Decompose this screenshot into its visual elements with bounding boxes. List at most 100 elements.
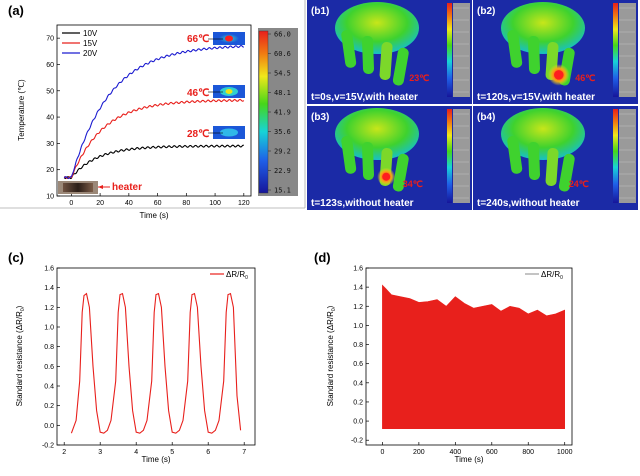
panel-d-label: (d) (314, 250, 331, 265)
resistance-curve (70, 292, 242, 434)
series-line-10v (63, 144, 244, 180)
panel-c-label: (c) (8, 250, 24, 265)
colorbar-label: 48.1 (274, 89, 291, 97)
y-tick-label: 0.2 (44, 403, 54, 410)
y-tick-label: 1.0 (353, 323, 363, 330)
x-tick-label: 20 (96, 200, 104, 207)
x-tick-label: 200 (413, 449, 425, 456)
x-axis: 0 200 400 600 800 1000 (380, 442, 573, 456)
y-axis-label: Standard resistance (ΔR/R0) (15, 305, 26, 406)
y-axis: -0.2 0.0 0.2 0.4 0.6 0.8 1.0 1.2 1.4 1.6 (351, 266, 369, 445)
panel-label: (b4) (477, 112, 495, 123)
y-tick-label: -0.2 (42, 443, 54, 450)
legend-label: ΔR/R0 (226, 270, 248, 281)
signal-area (382, 284, 566, 430)
y-axis: 10 20 30 40 50 60 70 (46, 36, 60, 201)
scale-strip (447, 109, 452, 203)
colorbar-label: 15.1 (274, 187, 291, 195)
y-tick-label: 0.0 (44, 423, 54, 430)
hot-spot-core (554, 70, 564, 80)
colorbar-label: 35.6 (274, 128, 291, 136)
thermal-image-1: 23℃ (b1) t=0s,v=15V,with heater (307, 0, 472, 104)
x-tick-label: 2 (62, 449, 66, 456)
x-tick-label: 120 (238, 200, 250, 207)
thermal-image-4: 24℃ (b4) t=240s,without heater (473, 106, 638, 210)
annotation-heater: heater (112, 182, 142, 193)
y-tick-label: 1.4 (353, 285, 363, 292)
x-tick-label: 1000 (557, 449, 573, 456)
x-axis: 2 3 4 5 6 7 (62, 442, 246, 456)
x-tick-label: 4 (134, 449, 138, 456)
y-tick-label: 40 (46, 115, 54, 122)
legend-label: ΔR/R0 (541, 270, 563, 281)
hand-finger (362, 141, 375, 180)
y-tick-label: 50 (46, 88, 54, 95)
colorbar-label: 66.0 (274, 31, 291, 39)
temperature-label: 24℃ (569, 179, 589, 189)
x-tick-label: 0 (380, 449, 384, 456)
x-tick-label: 5 (170, 449, 174, 456)
heater-photo (58, 181, 98, 194)
scale-strip (447, 3, 452, 97)
scale-strip (613, 3, 618, 97)
legend-20v: 20V (83, 49, 98, 58)
series-line (70, 292, 242, 434)
legend-15v: 15V (83, 39, 98, 48)
scale-strip-panel (453, 3, 470, 97)
heater-arrow-head (98, 185, 103, 189)
temperature-label: 46℃ (575, 73, 595, 83)
hand-finger (392, 47, 409, 86)
x-tick-label: 6 (206, 449, 210, 456)
y-tick-label: 10 (46, 194, 54, 201)
y-tick-label: 1.2 (353, 304, 363, 311)
thermal-thumbnail-28 (213, 126, 245, 139)
x-tick-label: 400 (449, 449, 461, 456)
caption: t=120s,v=15V,with heater (477, 92, 595, 103)
y-tick-label: 0.8 (44, 344, 54, 351)
x-axis-label: Time (s) (141, 455, 170, 464)
y-tick-label: 1.6 (44, 266, 54, 273)
resistance-signal-band (382, 284, 566, 430)
y-tick-label: 1.2 (44, 305, 54, 312)
panel-a-label: (a) (8, 3, 24, 18)
hot-spot-core (382, 172, 391, 181)
thermal-thumbnail-66 (213, 32, 245, 45)
y-tick-label: 0.6 (44, 364, 54, 371)
temperature-label: 23℃ (409, 73, 429, 83)
colorbar-label: 29.2 (274, 148, 291, 156)
thermal-image-3: 34℃ (b3) t=123s,without heater (307, 106, 472, 210)
panel-c-chart: (c) -0.2 0.0 0.2 0.4 0.6 0.8 1.0 1.2 1.4 1.6 2 3 4 5… (8, 250, 256, 464)
hand-finger (545, 147, 559, 186)
plot-frame (365, 267, 573, 446)
x-tick-label: 3 (98, 449, 102, 456)
x-axis-label: Time (s) (454, 455, 483, 464)
x-axis-label: Time (s) (139, 211, 168, 220)
y-tick-label: 30 (46, 141, 54, 148)
hand-palm (335, 108, 419, 160)
series-lines (63, 44, 245, 180)
series-line-20v (63, 44, 244, 180)
panel-label: (b3) (311, 112, 329, 123)
caption: t=240s,without heater (477, 198, 580, 209)
colorbar-label: 22.9 (274, 167, 291, 175)
y-tick-label: 20 (46, 167, 54, 174)
plot-frame (56, 267, 256, 446)
hand-palm (501, 108, 585, 160)
x-tick-label: 80 (182, 200, 190, 207)
y-tick-label: 0.0 (353, 419, 363, 426)
y-tick-label: 0.8 (353, 342, 363, 349)
panel-label: (b1) (311, 6, 329, 17)
hand-finger (507, 135, 523, 174)
hand-finger (362, 35, 375, 74)
y-axis: -0.2 0.0 0.2 0.4 0.6 0.8 1.0 1.2 1.4 1.6 (42, 266, 60, 450)
scale-strip-panel (453, 109, 470, 203)
y-tick-label: 1.0 (44, 325, 54, 332)
legend-10v: 10V (83, 29, 98, 38)
colorbar: 66.0 60.6 54.5 48.1 41.9 35.6 29.2 22.9 15.1 (258, 28, 298, 196)
thermal-thumbnail-46 (213, 85, 245, 98)
hand-finger (528, 35, 541, 74)
annotation-66: 66℃ (187, 34, 209, 45)
hand-finger (341, 29, 357, 68)
annotation-46: 46℃ (187, 88, 209, 99)
thermal-images: 23℃ (b1) t=0s,v=15V,with heater 46℃ (b2) t=12… (307, 0, 638, 210)
